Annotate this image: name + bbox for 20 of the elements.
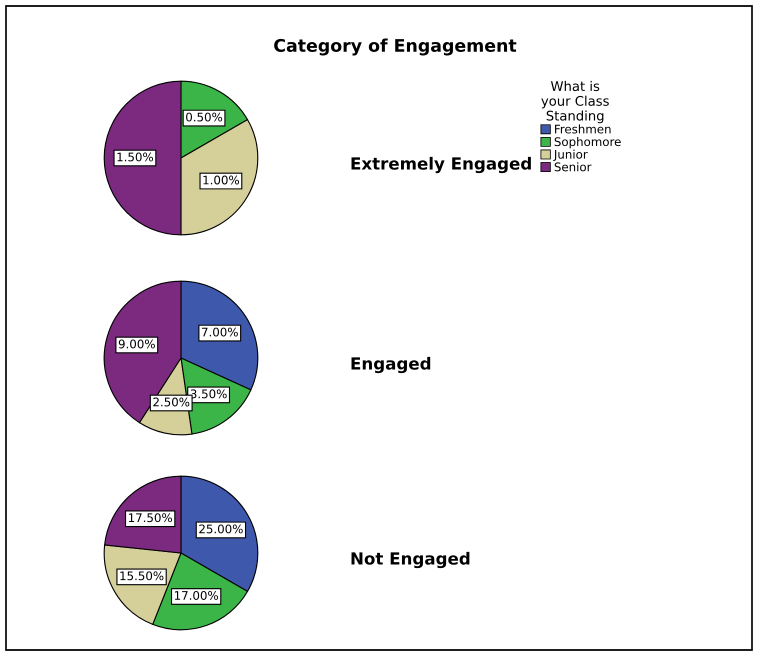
chart-title: Category of Engagement [274, 38, 516, 56]
data-label: 17.00% [174, 591, 218, 600]
data-label: 9.00% [118, 340, 155, 348]
data-label: 1.00% [203, 176, 240, 184]
legend-label: Sophomore [554, 137, 621, 148]
text: Extremely Engaged [352, 156, 531, 174]
legend-label: Senior [554, 162, 592, 172]
text: Not Engaged [352, 552, 470, 568]
data-label: 0.50% [186, 112, 222, 122]
data-label: 7.00% [202, 328, 238, 337]
data-label: 3.50% [190, 389, 227, 398]
legend-label: Freshmen [555, 124, 611, 134]
legend-title: What is your Class Standing [541, 80, 609, 124]
data-label: 15.50% [120, 571, 164, 580]
data-label: 1.50% [117, 152, 154, 162]
data-label: 2.50% [153, 398, 190, 406]
data-label: 25.00% [199, 524, 243, 534]
text: Engaged [352, 356, 430, 374]
data-label: 17.50% [128, 513, 172, 522]
legend-label: Junior [553, 150, 588, 161]
